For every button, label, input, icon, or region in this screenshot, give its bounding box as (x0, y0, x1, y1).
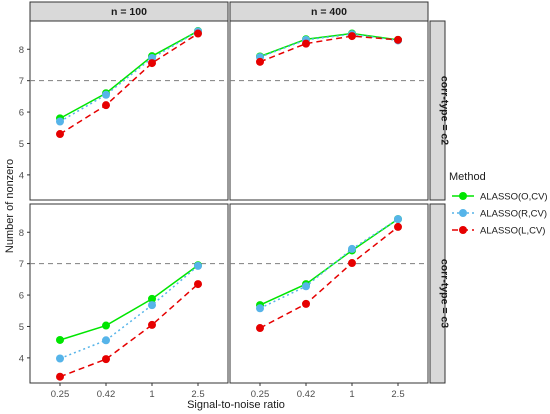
y-tick-label: 8 (19, 228, 24, 239)
data-point (102, 90, 110, 99)
data-point (256, 304, 264, 313)
x-tick-label: 0.25 (51, 389, 70, 400)
data-point (194, 29, 202, 38)
y-tick-label: 7 (19, 259, 24, 270)
data-point (302, 39, 310, 48)
series-line (259, 218, 399, 309)
legend-label: ALASSO(L,CV) (480, 226, 545, 237)
data-point (102, 101, 110, 110)
y-tick-label: 5 (19, 322, 24, 333)
data-point (56, 130, 64, 139)
legend-title: Method (449, 171, 486, 183)
x-tick-label: 1 (349, 389, 354, 400)
series-line (59, 283, 199, 378)
row-strip (429, 20, 446, 201)
y-tick-label: 5 (19, 139, 24, 150)
series-line (259, 35, 399, 63)
series-line (59, 30, 199, 120)
row-strip (429, 203, 446, 384)
panel-frame (29, 20, 229, 201)
data-point (194, 280, 202, 289)
data-point (56, 354, 64, 363)
panel-frame (229, 203, 429, 384)
legend-key-point (459, 192, 467, 200)
row-strip-label: corr-type = c3 (439, 259, 451, 328)
x-tick-label: 0.25 (251, 389, 270, 400)
y-tick-label: 4 (19, 353, 24, 364)
data-point (148, 320, 156, 329)
x-tick-label: 0.42 (97, 389, 116, 400)
data-point (148, 301, 156, 310)
data-point (348, 259, 356, 268)
data-point (302, 299, 310, 308)
legend: Method ALASSO(O,CV) ALASSO(R,CV) ALASSO(L,… (449, 171, 548, 237)
data-point (394, 215, 402, 224)
y-tick-label: 4 (19, 170, 24, 181)
data-point (256, 57, 264, 66)
y-tick-label: 6 (19, 108, 24, 119)
x-axis-title: Signal-to-noise ratio (187, 399, 285, 411)
y-tick-label: 8 (19, 45, 24, 56)
data-point (56, 372, 64, 381)
data-point (56, 335, 64, 344)
panels: n = 100 n = 400 corr-type = c2 corr-type = … (19, 1, 451, 400)
data-point (102, 355, 110, 364)
x-tick-label: 0.42 (297, 389, 316, 400)
y-tick-label: 6 (19, 291, 24, 302)
data-point (256, 324, 264, 333)
column-strip-label: n = 400 (311, 6, 347, 18)
y-tick-label: 7 (19, 76, 24, 87)
y-axis-title: Number of nonzero (4, 159, 16, 253)
legend-label: ALASSO(R,CV) (480, 209, 547, 220)
series-line (59, 30, 199, 123)
data-point (102, 321, 110, 330)
legend-key-point (459, 226, 467, 234)
data-point (194, 261, 202, 270)
data-point (348, 32, 356, 41)
data-point (102, 336, 110, 345)
legend-key-point (459, 209, 467, 217)
data-point (56, 117, 64, 126)
series-line (259, 226, 399, 329)
data-point (394, 222, 402, 231)
series-line (59, 264, 199, 341)
legend-label: ALASSO(O,CV) (480, 192, 548, 203)
data-point (148, 294, 156, 303)
x-tick-label: 1 (149, 389, 154, 400)
series-line (59, 32, 199, 135)
x-tick-label: 2.5 (191, 389, 204, 400)
x-tick-label: 2.5 (391, 389, 404, 400)
panel-frame (29, 203, 229, 384)
data-point (148, 59, 156, 68)
data-point (394, 35, 402, 44)
data-point (302, 282, 310, 291)
column-strip-label: n = 100 (111, 6, 147, 18)
data-point (348, 244, 356, 253)
panel-frame (229, 20, 429, 201)
series-line (259, 32, 399, 58)
row-strip-label: corr-type = c2 (439, 76, 451, 145)
